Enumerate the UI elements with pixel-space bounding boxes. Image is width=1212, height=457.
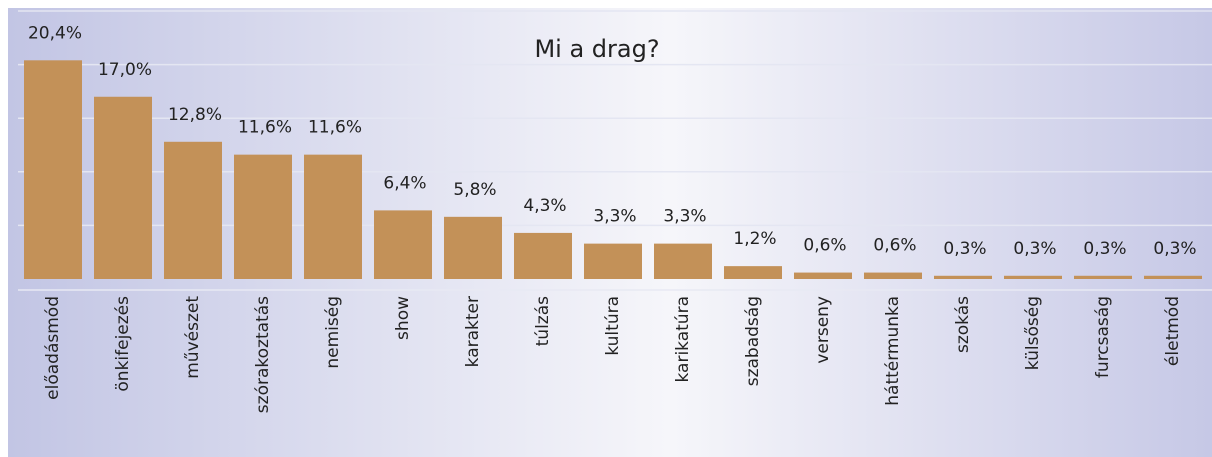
chart-title: Mi a drag? [534,35,659,63]
bar [934,275,992,279]
data-label: 1,2% [733,229,776,249]
bar [24,60,82,280]
bar [1144,275,1202,279]
x-tick-label: karikatúra [673,296,693,383]
x-tick-label: show [393,296,413,340]
data-label: 20,4% [28,23,82,43]
bar [724,266,782,279]
data-label: 3,3% [663,207,706,227]
x-tick-label: előadásmód [43,296,63,400]
bar [164,141,222,279]
bar [444,216,502,279]
data-label: 3,3% [593,207,636,227]
data-label: 11,6% [308,118,362,138]
x-tick-label: önkifejezés [113,296,133,392]
x-tick-label: kultúra [603,296,623,356]
data-label: 12,8% [168,105,222,125]
bar [794,272,852,279]
bar [234,154,292,279]
data-label: 0,3% [943,239,986,259]
x-tick-label: művészet [183,296,203,379]
bar [374,210,432,279]
x-tick-label: szabadság [743,296,763,386]
bar [1004,275,1062,279]
data-label: 5,8% [453,180,496,200]
bar [304,154,362,279]
bar [654,243,712,279]
data-label: 11,6% [238,118,292,138]
x-tick-label: karakter [463,296,483,367]
bar [584,243,642,279]
x-tick-label: túlzás [533,296,553,347]
data-label: 17,0% [98,60,152,80]
bar [1074,275,1132,279]
x-tick-label: furcsaság [1093,296,1113,378]
x-tick-label: életmód [1163,296,1183,366]
data-label: 6,4% [383,173,426,193]
data-label: 4,3% [523,196,566,216]
bar [864,272,922,279]
data-label: 0,6% [803,236,846,256]
data-label: 0,3% [1013,239,1056,259]
x-tick-label: külsőség [1023,296,1043,370]
data-label: 0,3% [1153,239,1196,259]
bar [514,232,572,279]
bar [94,96,152,279]
x-tick-label: szokás [953,296,973,353]
x-tick-label: háttérmunka [883,296,903,406]
x-tick-label: verseny [813,296,833,364]
x-tick-label: szórakoztatás [253,296,273,413]
data-label: 0,6% [873,236,916,256]
x-tick-label: nemiség [323,296,343,369]
data-label: 0,3% [1083,239,1126,259]
